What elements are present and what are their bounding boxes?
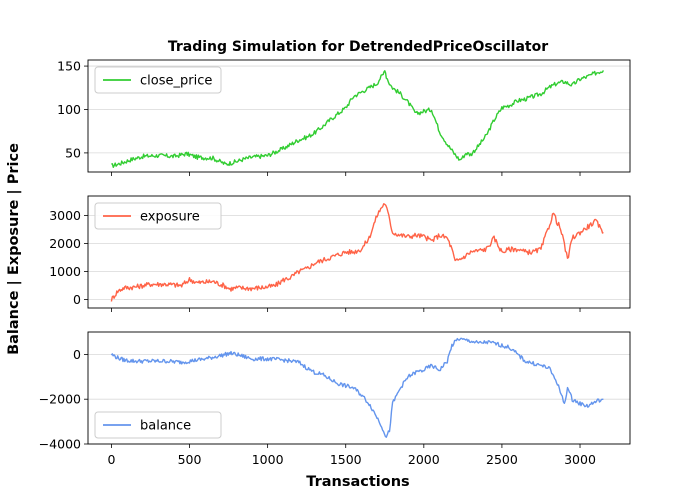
x-axis-label: Transactions — [306, 474, 409, 490]
x-axis: 0 500 1000 1500 2000 2500 3000 — [107, 452, 596, 467]
balance-panel: −4000 −2000 0 balance — [39, 331, 631, 452]
x-tick-label: 0 — [107, 452, 115, 467]
exposure-panel: 0 1000 2000 3000 exposure — [49, 195, 631, 312]
y-tick-label: 1000 — [49, 264, 81, 279]
y-tick-label: 2000 — [49, 236, 81, 251]
y-tick-label: 150 — [57, 59, 81, 74]
series-line-close_price — [111, 70, 605, 168]
legend-box — [94, 411, 222, 439]
legend: balance — [94, 411, 222, 439]
price-panel: 50 100 150 close_price — [57, 59, 631, 176]
x-tick-label: 3000 — [564, 452, 596, 467]
x-tick-label: 1000 — [252, 452, 284, 467]
series-line-balance — [110, 337, 604, 438]
y-tick-label: 0 — [73, 347, 81, 362]
legend-box — [94, 66, 222, 94]
x-tick-label: 2000 — [408, 452, 440, 467]
legend-box — [94, 202, 222, 230]
legend-label: balance — [140, 419, 191, 434]
x-tick-label: 2500 — [486, 452, 518, 467]
legend-label: close_price — [140, 74, 212, 89]
legend-label: exposure — [140, 210, 200, 225]
series-line-exposure — [110, 203, 604, 302]
x-tick-label: 1500 — [330, 452, 362, 467]
y-tick-label: −4000 — [39, 437, 81, 452]
y-axis-label: Balance | Exposure | Price — [6, 143, 22, 355]
panel-frame — [87, 59, 631, 173]
panel-frame — [87, 331, 631, 445]
panel-frame — [87, 195, 631, 309]
legend: exposure — [94, 202, 222, 230]
x-tick-label: 500 — [178, 452, 202, 467]
y-tick-label: 0 — [73, 292, 81, 307]
chart-title: Trading Simulation for DetrendedPriceOsc… — [168, 39, 548, 55]
y-tick-label: 3000 — [49, 208, 81, 223]
y-tick-label: −2000 — [39, 392, 81, 407]
y-tick-label: 100 — [57, 102, 81, 117]
chart-panels: 50 100 150 close_price 0 1000 2000 3000 exposure… — [39, 59, 631, 452]
y-tick-label: 50 — [65, 145, 81, 160]
legend: close_price — [94, 66, 222, 94]
